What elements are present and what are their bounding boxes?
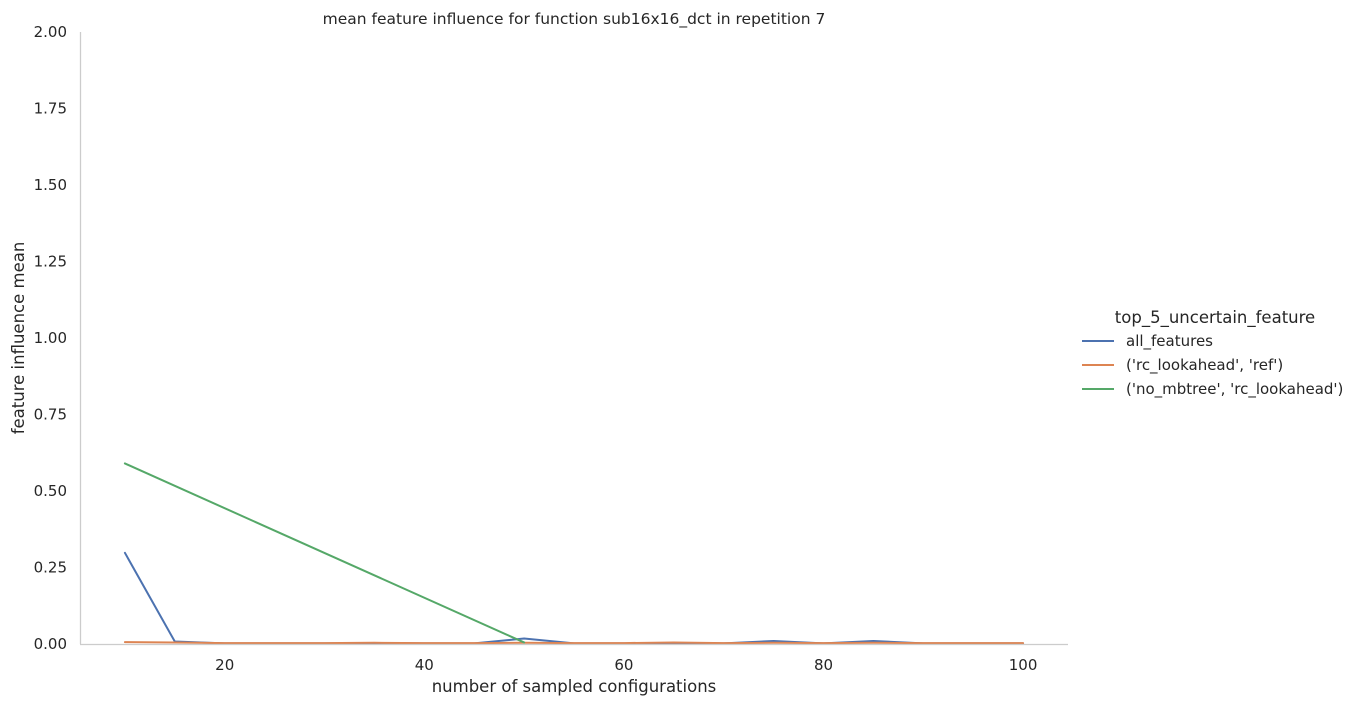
y-tick-label: 0.25 <box>34 559 67 577</box>
y-axis-label: feature influence mean <box>9 242 28 435</box>
legend: top_5_uncertain_feature all_features ('rc… <box>1082 308 1343 399</box>
legend-label: ('no_mbtree', 'rc_lookahead') <box>1126 380 1343 399</box>
legend-label: ('rc_lookahead', 'ref') <box>1126 356 1283 375</box>
y-tick-label: 0.50 <box>34 482 67 500</box>
x-tick-label: 80 <box>814 656 833 674</box>
legend-items: all_features ('rc_lookahead', 'ref') ('no_… <box>1082 332 1343 399</box>
y-tick-label: 0.00 <box>34 635 67 653</box>
legend-label: all_features <box>1126 332 1213 351</box>
y-tick-label: 2.00 <box>34 23 67 41</box>
plot-lines <box>123 462 1025 645</box>
legend-title: top_5_uncertain_feature <box>1115 308 1315 328</box>
x-tick-labels: 20 40 60 80 100 <box>215 656 1037 674</box>
x-tick-label: 20 <box>215 656 234 674</box>
y-tick-label: 1.00 <box>34 329 67 347</box>
x-axis-label: number of sampled configurations <box>432 677 717 696</box>
y-tick-label: 0.75 <box>34 406 67 424</box>
y-tick-label: 1.50 <box>34 176 67 194</box>
series-line-1 <box>123 641 1025 645</box>
series-line-0 <box>123 551 1025 645</box>
x-tick-label: 100 <box>1009 656 1038 674</box>
y-tick-label: 1.75 <box>34 100 67 118</box>
chart-title: mean feature influence for function sub1… <box>323 10 826 29</box>
x-tick-label: 60 <box>614 656 633 674</box>
y-tick-labels: 0.00 0.25 0.50 0.75 1.00 1.25 1.50 1.75 2.00 <box>34 23 67 653</box>
x-tick-label: 40 <box>415 656 434 674</box>
series-line-2 <box>123 462 526 644</box>
y-tick-label: 1.25 <box>34 253 67 271</box>
